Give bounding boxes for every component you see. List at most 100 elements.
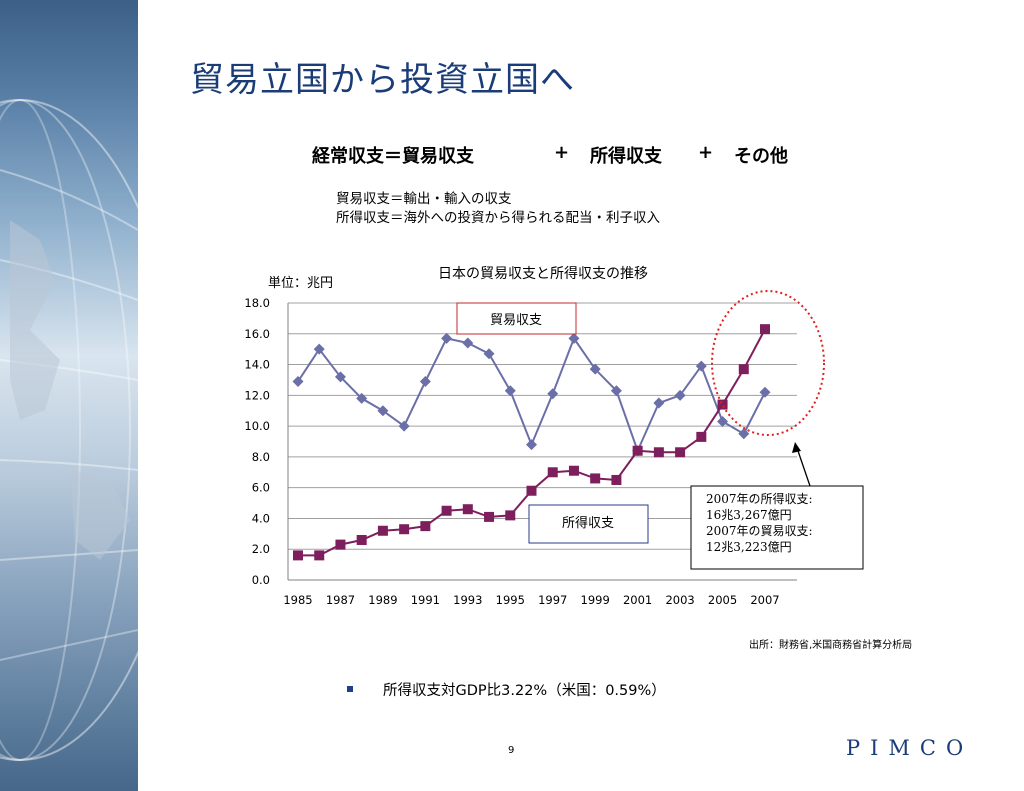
trade-balance-point xyxy=(526,439,537,451)
source-note: 出所：財務省,米国商務省計算分析局 xyxy=(749,640,913,651)
trade-balance-point xyxy=(313,343,325,355)
trade-balance-point xyxy=(441,332,453,344)
trade-balance-point xyxy=(717,415,729,427)
trade-balance-point xyxy=(738,428,750,440)
x-tick-label: 2007 xyxy=(750,593,779,607)
trade-balance-point xyxy=(356,392,368,404)
y-axis-unit-label: 単位：兆円 xyxy=(268,275,333,291)
income-balance-point xyxy=(335,539,346,550)
y-tick-label: 16.0 xyxy=(244,327,270,341)
trade-balance-point xyxy=(483,348,495,360)
equation-term-other: その他 xyxy=(734,146,788,167)
callout-arrow-line xyxy=(796,447,811,487)
trade-balance-point xyxy=(759,386,771,398)
slide-title: 貿易立国から投資立国へ xyxy=(190,60,575,100)
income-balance-point xyxy=(760,324,770,335)
income-balance-point xyxy=(399,524,410,535)
income-balance-point xyxy=(653,447,664,458)
trade-balance-point xyxy=(610,385,622,397)
income-balance-point xyxy=(632,445,643,456)
trade-balance-point xyxy=(589,363,601,375)
trade-balance-point xyxy=(292,375,304,387)
definitions: 貿易収支＝輸出・輸入の収支 所得収支＝海外への投資から得られる配当・利子収入 xyxy=(336,190,660,228)
bullet-item: 所得収支対GDP比3.22%（米国：0.59%） xyxy=(347,679,666,700)
x-tick-label: 1997 xyxy=(538,593,567,607)
income-balance-point xyxy=(484,511,495,522)
bullet-square-icon xyxy=(347,686,353,692)
income-balance-point xyxy=(441,505,452,516)
callout-line: 2007年の貿易収支: xyxy=(706,524,813,538)
y-tick-label: 0.0 xyxy=(252,573,270,587)
y-tick-label: 8.0 xyxy=(252,450,270,464)
bullet-text: 所得収支対GDP比3.22%（米国：0.59%） xyxy=(383,683,666,699)
equation-term-income: 所得収支 xyxy=(590,146,662,167)
y-tick-label: 10.0 xyxy=(244,419,270,433)
x-tick-label: 1991 xyxy=(411,593,440,607)
trade-balance-point xyxy=(568,332,580,344)
x-tick-label: 2001 xyxy=(623,593,652,607)
trade-label-box xyxy=(456,302,577,335)
highlight-ellipse xyxy=(711,290,825,436)
income-balance-point xyxy=(611,474,622,485)
definition-trade: 貿易収支＝輸出・輸入の収支 xyxy=(336,191,512,207)
income-balance-point xyxy=(377,525,388,536)
income-balance-point xyxy=(462,504,473,515)
trade-balance-point xyxy=(462,337,474,349)
x-tick-label: 1993 xyxy=(453,593,482,607)
income-balance-point xyxy=(717,399,728,410)
globe-decoration xyxy=(0,0,138,791)
callout-box xyxy=(690,485,864,570)
income-balance-point xyxy=(547,467,558,478)
page-number: 9 xyxy=(508,745,515,756)
income-balance-point xyxy=(590,473,601,484)
trade-balance-point xyxy=(419,375,431,387)
trade-balance-point xyxy=(377,405,389,417)
income-balance-point xyxy=(420,521,431,532)
trade-balance-point xyxy=(398,420,410,432)
trade-balance-point xyxy=(547,388,559,400)
y-tick-label: 14.0 xyxy=(244,358,270,372)
chart-title: 日本の貿易収支と所得収支の推移 xyxy=(438,265,648,282)
y-tick-label: 4.0 xyxy=(252,511,270,525)
callout-line: 2007年の所得収支: xyxy=(706,491,813,506)
trade-label: 貿易収支 xyxy=(490,313,542,328)
y-tick-label: 6.0 xyxy=(252,481,270,495)
income-balance-point xyxy=(505,510,516,521)
series-line-0 xyxy=(297,336,766,454)
callout-arrowhead xyxy=(792,442,801,453)
trade-balance-point xyxy=(674,389,686,401)
income-label-box xyxy=(528,504,649,544)
income-balance-point xyxy=(293,550,303,561)
income-balance-point xyxy=(675,447,686,458)
income-balance-point xyxy=(526,485,537,496)
x-tick-label: 1989 xyxy=(368,593,397,607)
x-tick-label: 2003 xyxy=(665,593,694,607)
trade-balance-point xyxy=(653,397,665,409)
equation-plus-2: + xyxy=(698,142,714,163)
x-tick-label: 1995 xyxy=(496,593,525,607)
equation-lhs: 経常収支＝貿易収支 xyxy=(312,146,474,167)
income-balance-point xyxy=(356,534,367,545)
y-tick-label: 12.0 xyxy=(244,388,270,402)
x-tick-label: 1987 xyxy=(326,593,355,607)
x-tick-label: 2005 xyxy=(708,593,737,607)
trade-balance-point xyxy=(695,360,707,372)
equation-plus-1: + xyxy=(554,142,570,163)
income-balance-point xyxy=(568,465,579,476)
pimco-logo: PIMCO xyxy=(846,736,974,760)
trade-balance-point xyxy=(334,371,346,383)
x-tick-label: 1999 xyxy=(581,593,610,607)
trade-balance-point xyxy=(504,385,516,397)
income-label: 所得収支 xyxy=(562,515,614,531)
x-tick-label: 1985 xyxy=(283,593,312,607)
definition-income: 所得収支＝海外への投資から得られる配当・利子収入 xyxy=(336,210,660,226)
callout-line: 16兆3,267億円 xyxy=(706,508,792,522)
income-balance-point xyxy=(314,550,325,561)
y-tick-label: 18.0 xyxy=(244,296,270,310)
equation-line: 経常収支＝貿易収支 + 所得収支 + その他 xyxy=(312,142,832,167)
y-tick-label: 2.0 xyxy=(252,542,270,556)
income-balance-point xyxy=(696,431,707,442)
callout-line: 12兆3,223億円 xyxy=(706,540,792,554)
income-balance-point xyxy=(738,364,749,375)
